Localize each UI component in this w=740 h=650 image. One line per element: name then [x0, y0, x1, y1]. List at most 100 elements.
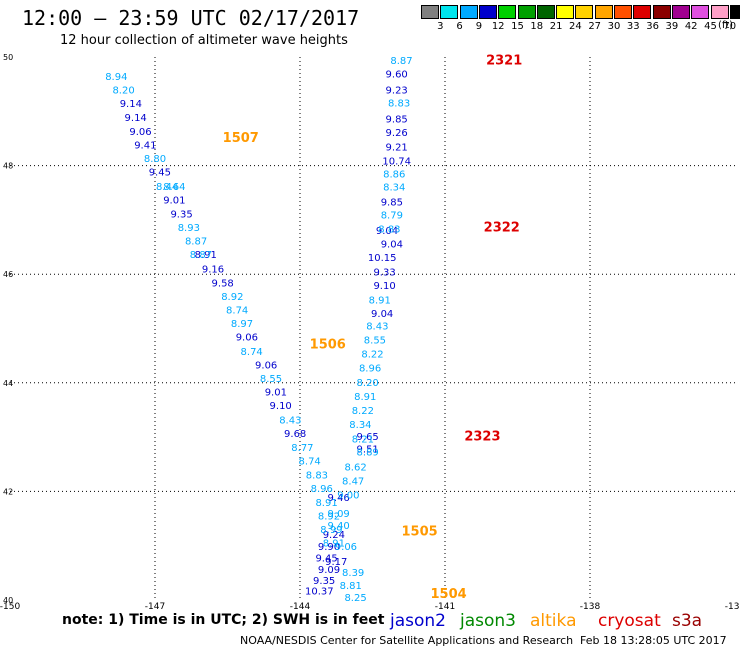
- wave-height-label: 8.62: [344, 463, 366, 474]
- color-scale-label: 27: [588, 21, 602, 32]
- wave-height-label: 8.22: [352, 406, 374, 417]
- pass-number-label: 2321: [486, 53, 522, 68]
- wave-height-label: 8.74: [299, 457, 321, 468]
- wave-height-label: 8.83: [388, 99, 410, 110]
- wave-height-label: 8.87: [390, 56, 412, 67]
- y-tick-label: 46: [3, 270, 13, 279]
- color-scale-swatch: [652, 5, 671, 19]
- wave-height-label: 10.74: [382, 156, 411, 167]
- wave-height-label: 8.34: [383, 182, 405, 193]
- x-tick-label: -141: [435, 602, 455, 612]
- wave-height-label: 9.01: [265, 388, 287, 399]
- color-scale-label: 21: [549, 21, 563, 32]
- color-scale-swatch: [691, 5, 710, 19]
- chart-subtitle: 12 hour collection of altimeter wave hei…: [60, 33, 348, 48]
- color-scale-label: 45: [704, 21, 717, 32]
- color-scale-swatch: [671, 5, 690, 19]
- wave-height-label: 8.83: [378, 225, 400, 236]
- color-scale-label: 42: [684, 21, 698, 32]
- wave-height-label: 9.23: [386, 86, 408, 97]
- wave-height-label: 9.09: [318, 565, 340, 576]
- wave-height-label: 8.87: [185, 237, 207, 248]
- wave-height-label: 8.91: [323, 539, 345, 550]
- y-tick-label: 42: [3, 487, 13, 496]
- wave-height-label: 9.46: [328, 493, 350, 504]
- wave-height-label: 9.04: [376, 226, 398, 237]
- wave-height-label: 9.85: [386, 114, 408, 125]
- wave-height-label: 9.40: [328, 521, 350, 532]
- color-scale-swatch: [729, 5, 740, 19]
- color-scale-swatch: [478, 5, 497, 19]
- wave-height-label: 8.20: [112, 86, 134, 97]
- wave-height-label: 8.25: [344, 593, 366, 604]
- pass-number-label: 1505: [402, 525, 438, 540]
- wave-height-label: 9.10: [373, 281, 395, 292]
- wave-height-label: 8.83: [306, 471, 328, 482]
- wave-height-label: 9.00: [337, 491, 359, 502]
- wave-height-label: 9.45: [149, 168, 171, 179]
- pass-number-label: 1507: [223, 131, 259, 146]
- wave-height-label: 9.06: [129, 127, 151, 138]
- pass-number-label: 2323: [464, 430, 500, 445]
- legend-item-jason3: jason3: [460, 611, 516, 631]
- wave-height-label: 9.04: [371, 309, 393, 320]
- y-tick-label: 40: [3, 596, 13, 605]
- wave-height-label: 9.85: [381, 198, 403, 209]
- wave-height-label: 8.39: [342, 568, 364, 579]
- wave-height-label: 9.41: [134, 141, 156, 152]
- chart-title: 12:00 – 23:59 UTC 02/17/2017: [22, 6, 360, 30]
- wave-height-label: 9.06: [335, 542, 357, 553]
- wave-height-label: 9.16: [202, 264, 224, 275]
- wave-height-label: 9.51: [357, 445, 379, 456]
- wave-height-label: 9.45: [315, 554, 337, 565]
- wave-height-label: 8.92: [221, 292, 243, 303]
- wave-height-label: 8.86: [383, 169, 405, 180]
- color-scale-label: 30: [607, 21, 621, 32]
- wave-height-label: 8.74: [226, 306, 248, 317]
- color-scale-swatch: [459, 5, 478, 19]
- footer-credit: NOAA/NESDIS Center for Satellite Applica…: [240, 634, 574, 647]
- wave-height-label: 9.17: [325, 557, 347, 568]
- wave-height-label: 9.68: [284, 429, 306, 440]
- wave-height-label: 8.80: [144, 154, 166, 165]
- wave-height-label: 9.33: [373, 268, 395, 279]
- color-scale-swatch: [575, 5, 594, 19]
- pass-number-label: 1504: [431, 587, 467, 602]
- color-scale-label: 33: [626, 21, 640, 32]
- color-scale-swatch: [633, 5, 652, 19]
- color-scale-label: 36: [646, 21, 659, 32]
- wave-height-label: 8.79: [381, 211, 403, 222]
- pass-number-label: 2322: [484, 221, 520, 236]
- wave-height-label: 9.90: [318, 542, 340, 553]
- wave-height-label: 8.97: [231, 319, 253, 330]
- wave-height-label: 8.21: [352, 434, 374, 445]
- wave-height-label: 9.14: [120, 99, 142, 110]
- wave-height-label: 8.92: [318, 511, 340, 522]
- wave-height-label: 8.96: [359, 364, 381, 375]
- color-scale-swatch: [556, 5, 575, 19]
- color-scale-label: 24: [569, 21, 582, 32]
- wave-height-label: 9.58: [212, 278, 234, 289]
- color-scale-label: 6: [456, 21, 463, 32]
- legend-item-cryosat: cryosat: [598, 611, 661, 631]
- wave-height-label: 8.47: [342, 477, 364, 488]
- wave-height-label: 8.43: [279, 415, 301, 426]
- wave-height-label: 8.55: [364, 335, 386, 346]
- wave-height-label: 8.89: [357, 447, 379, 458]
- wave-height-label: 9.06: [236, 333, 258, 344]
- pass-number-label: 1506: [310, 337, 346, 352]
- generated-timestamp: Feb 18 13:28:05 UTC 2017: [580, 634, 727, 647]
- y-tick-label: 44: [3, 379, 13, 388]
- wave-height-label: 8.43: [366, 321, 388, 332]
- wave-height-label: 8.91: [315, 498, 337, 509]
- color-scale-swatch: [594, 5, 613, 19]
- color-scale-swatch: [710, 5, 729, 19]
- wave-height-label: 10.37: [305, 586, 334, 597]
- wave-height-label: 8.22: [361, 350, 383, 361]
- wave-height-label: 9.60: [386, 69, 408, 80]
- wave-height-label: 8.74: [241, 347, 263, 358]
- x-tick-label: -135: [725, 602, 740, 612]
- wave-height-label: 8.91: [369, 295, 391, 306]
- color-scale-label: 70: [723, 21, 737, 32]
